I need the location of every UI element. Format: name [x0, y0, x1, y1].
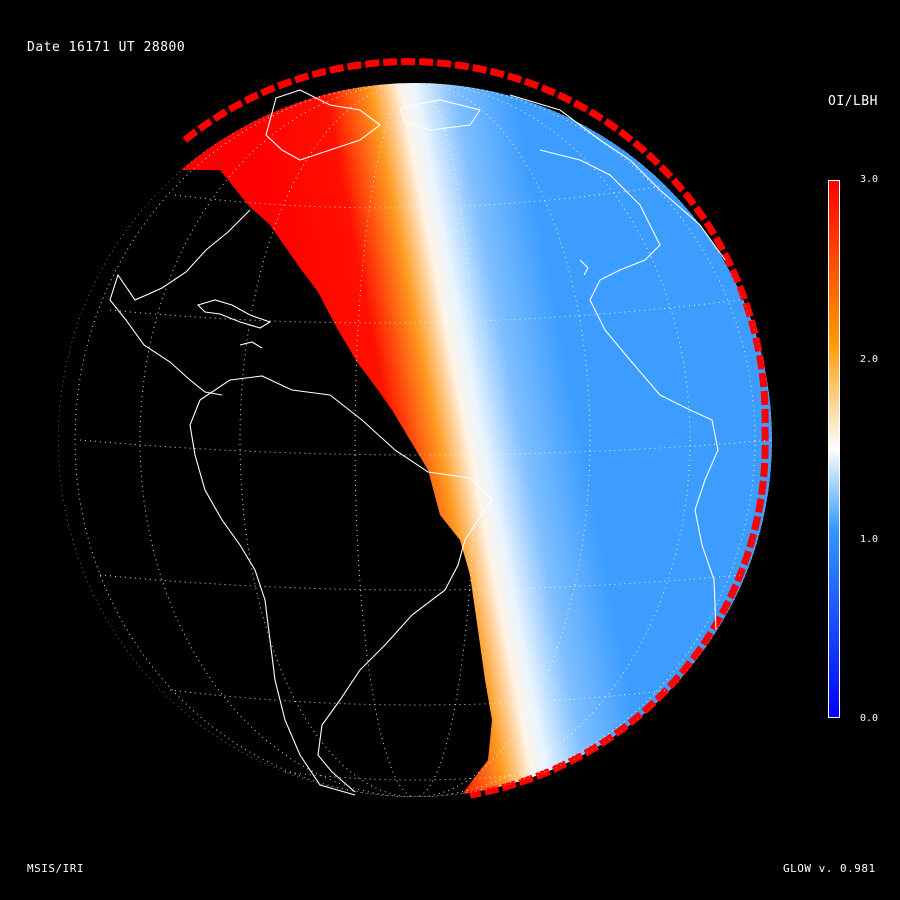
colorbar-title: OI/LBH	[828, 94, 878, 109]
limb-rim	[182, 58, 769, 799]
version-label: GLOW v. 0.981	[783, 862, 876, 875]
colorbar	[828, 180, 840, 718]
model-label: MSIS/IRI	[27, 862, 84, 875]
graticule	[58, 83, 772, 797]
colorbar-tick-1: 1.0	[860, 534, 879, 545]
colorbar-tick-max: 3.0	[860, 174, 879, 185]
dayside-ratio-field	[140, 83, 772, 797]
date-ut-label: Date 16171 UT 28800	[27, 40, 186, 55]
coastlines	[109, 89, 726, 796]
colorbar-tick-2: 2.0	[860, 354, 879, 365]
colorbar-tick-min: 0.0	[860, 713, 879, 724]
